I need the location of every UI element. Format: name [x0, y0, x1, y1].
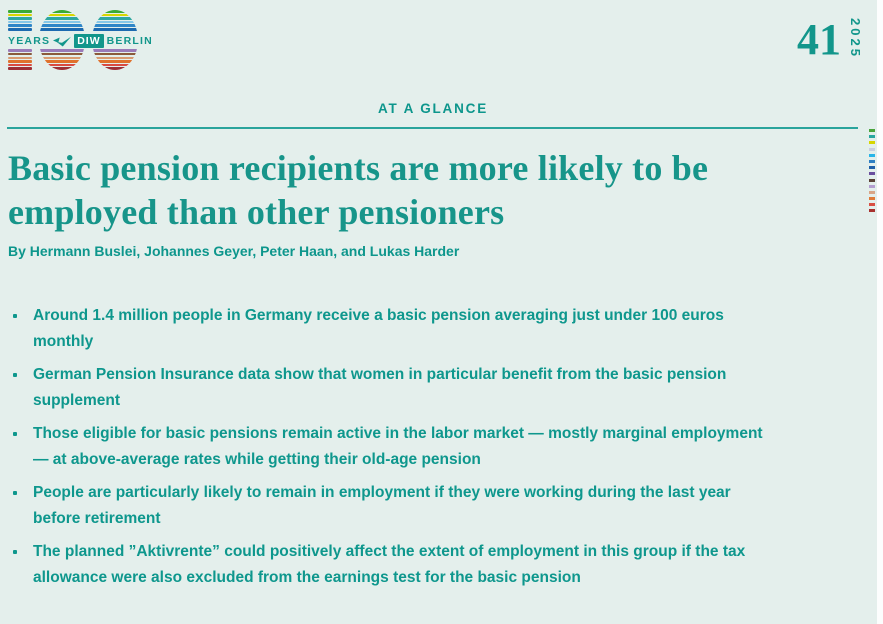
bullet-dot [13, 314, 17, 318]
list-item: Those eligible for basic pensions remain… [8, 421, 860, 473]
logo-digits-100 [8, 10, 142, 70]
logo-stripe [92, 20, 138, 24]
edge-color-mark [869, 190, 875, 194]
edge-color-mark [869, 197, 875, 201]
edge-color-mark [869, 147, 875, 151]
bullet-text: The planned ”Aktivrente” could positivel… [33, 543, 746, 586]
logo-digit-0 [92, 10, 138, 70]
logo-stripe [92, 17, 138, 20]
logo-stripe [39, 13, 85, 17]
bullet-text: German Pension Insurance data show that … [33, 366, 727, 409]
logo-stripe [8, 10, 32, 13]
logo-stripe [8, 52, 32, 56]
list-item: People are particularly likely to remain… [8, 480, 860, 532]
edge-color-mark [869, 135, 875, 139]
logo-stripe [8, 60, 32, 63]
logo-stripe [39, 49, 85, 52]
edge-color-mark [869, 209, 875, 213]
logo-stripe [92, 60, 138, 63]
logo-stripe [8, 49, 32, 52]
bullet-dot [13, 491, 17, 495]
list-item: The planned ”Aktivrente” could positivel… [8, 539, 860, 591]
logo-stripe [39, 63, 85, 67]
logo-stripe [8, 56, 32, 60]
logo-stripe [8, 24, 32, 28]
logo-stripe [39, 20, 85, 24]
logo-stripe [8, 28, 32, 31]
bullet-dot [13, 432, 17, 436]
logo-years-label: YEARS [8, 34, 51, 47]
bullet-text: Those eligible for basic pensions remain… [33, 425, 763, 468]
edge-color-mark [869, 159, 875, 163]
logo-stripe [92, 13, 138, 17]
logo-text-band: YEARS DIW BERLIN [8, 33, 152, 48]
page-title: Basic pension recipients are more likely… [8, 148, 709, 232]
logo-stripe [8, 67, 32, 70]
logo-stripe [92, 56, 138, 60]
issue-number: 41 [797, 15, 841, 64]
edge-color-mark [869, 166, 875, 170]
page-right-margin [877, 0, 883, 624]
logo-stripe [8, 20, 32, 24]
bullet-text: Around 1.4 million people in Germany rec… [33, 307, 724, 350]
edge-color-mark [869, 141, 875, 145]
logo-stripe [39, 56, 85, 60]
logo-stripe [39, 28, 85, 31]
edge-color-mark [869, 178, 875, 182]
summary-bullet-list: Around 1.4 million people in Germany rec… [8, 303, 860, 598]
edge-color-mark [869, 129, 875, 132]
logo-berlin-label: BERLIN [106, 34, 153, 47]
logo-stripe [92, 24, 138, 28]
logo-stripe [8, 63, 32, 67]
edge-color-mark [869, 184, 875, 188]
logo-stripe [39, 67, 85, 70]
edge-color-index [869, 129, 875, 213]
byline: By Hermann Buslei, Johannes Geyer, Peter… [8, 243, 460, 259]
header-rule [7, 127, 858, 129]
diw-logo-box: DIW [74, 33, 104, 48]
logo-stripe [92, 10, 138, 13]
logo-stripe [92, 52, 138, 56]
logo-stripe [92, 63, 138, 67]
logo-stripe [8, 13, 32, 17]
logo-stripe [39, 10, 85, 13]
logo-stripe [8, 17, 32, 20]
logo-stripe [39, 52, 85, 56]
edge-color-mark [869, 153, 875, 157]
list-item: Around 1.4 million people in Germany rec… [8, 303, 860, 355]
bullet-dot [13, 550, 17, 554]
logo-stripe [39, 60, 85, 63]
logo-stripe [39, 24, 85, 28]
issue-year: 2025 [848, 18, 863, 59]
logo-stripe [92, 49, 138, 52]
list-item: German Pension Insurance data show that … [8, 362, 860, 414]
bullet-dot [13, 373, 17, 377]
edge-color-mark [869, 203, 875, 207]
check-icon [53, 35, 72, 47]
diw-100-years-logo: YEARS DIW BERLIN [8, 10, 152, 70]
edge-color-mark [869, 172, 875, 176]
logo-stripe [92, 67, 138, 70]
bullet-text: People are particularly likely to remain… [33, 484, 731, 527]
logo-stripe [39, 17, 85, 20]
kicker-at-a-glance: AT A GLANCE [377, 101, 489, 116]
logo-stripe [92, 28, 138, 31]
